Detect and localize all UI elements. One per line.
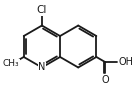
Text: O: O: [102, 75, 109, 85]
Text: Cl: Cl: [37, 5, 47, 15]
Text: CH₃: CH₃: [3, 59, 20, 68]
Text: N: N: [38, 62, 46, 72]
Text: OH: OH: [118, 57, 133, 67]
